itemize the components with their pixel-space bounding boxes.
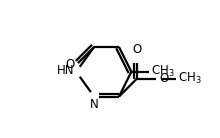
Text: O: O	[160, 72, 169, 85]
Text: HN: HN	[57, 64, 75, 77]
Text: CH$_3$: CH$_3$	[178, 71, 201, 86]
Text: O: O	[132, 43, 141, 56]
Text: O: O	[66, 58, 75, 71]
Text: CH$_3$: CH$_3$	[151, 64, 174, 79]
Text: N: N	[90, 98, 99, 111]
